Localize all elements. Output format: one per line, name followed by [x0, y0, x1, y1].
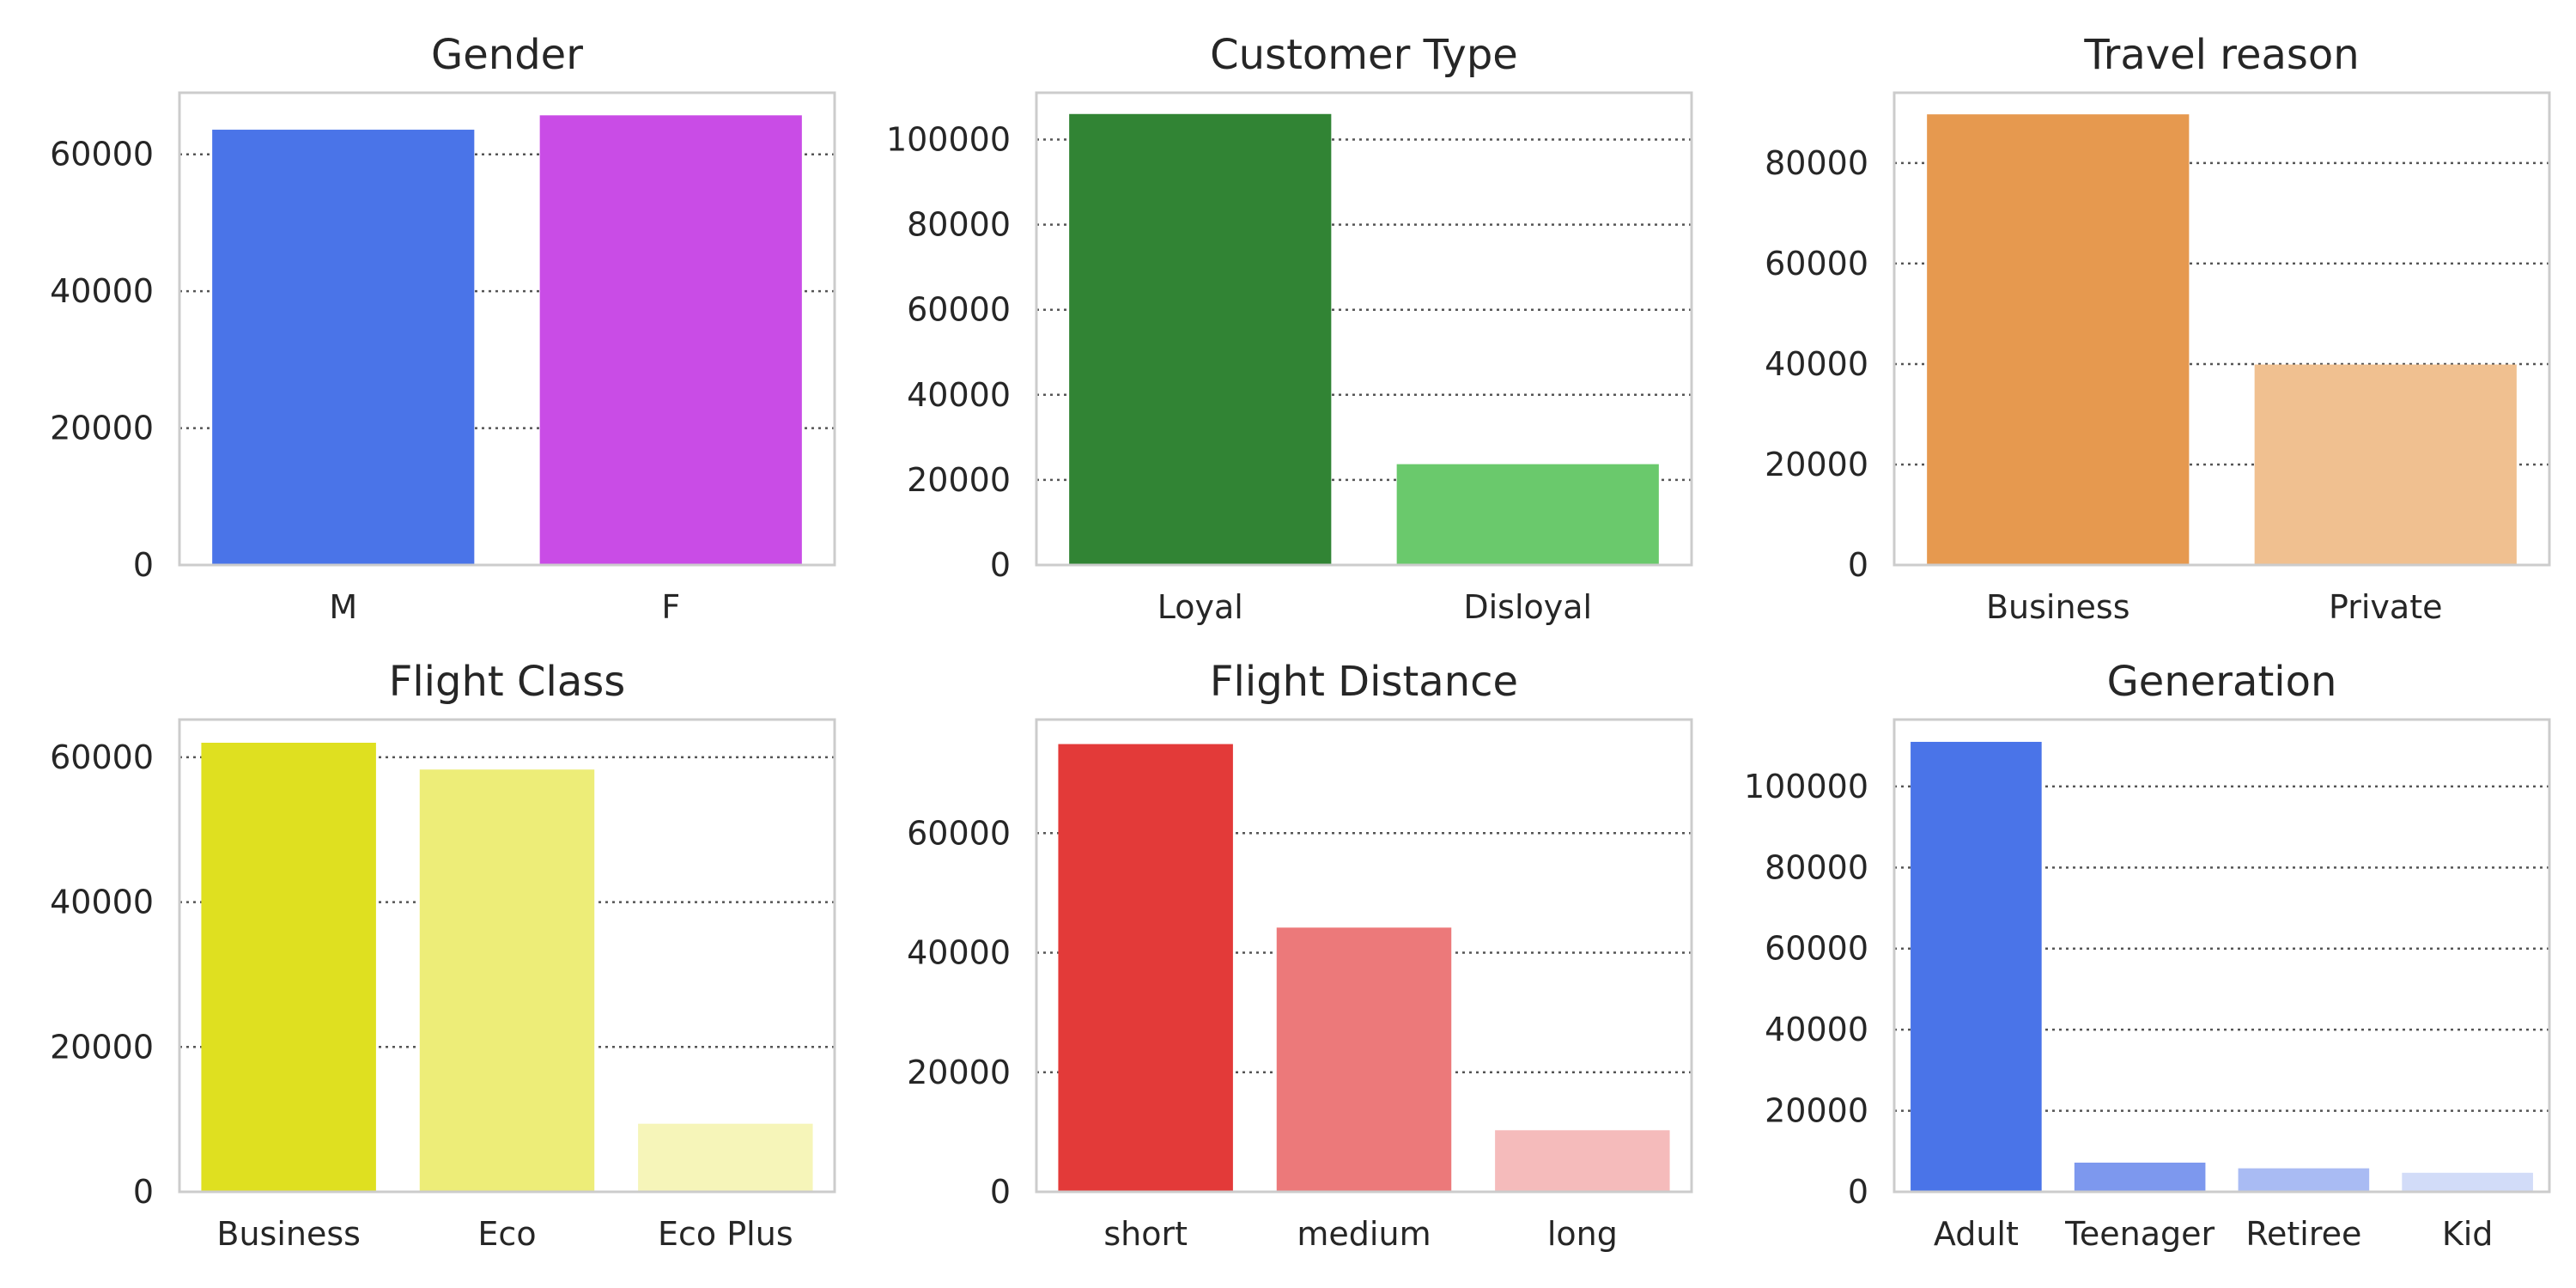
x-tick-label: short: [1103, 1215, 1188, 1253]
y-tick-label: 40000: [907, 934, 1011, 972]
y-tick-label: 40000: [50, 272, 154, 310]
y-tick-label: 0: [990, 546, 1011, 584]
chart-title: Generation: [2107, 658, 2337, 706]
axes-frame: [1035, 718, 1693, 1194]
y-tick-label: 60000: [907, 291, 1011, 329]
x-tick-label: Eco Plus: [658, 1215, 793, 1253]
y-tick-label: 20000: [50, 410, 154, 447]
bar-kid: [2402, 1172, 2533, 1192]
x-tick-label: Eco: [477, 1215, 536, 1253]
axes-frame: [1035, 91, 1693, 567]
bar-retiree: [2238, 1168, 2370, 1192]
y-tick-label: 80000: [1765, 144, 1868, 182]
y-tick-label: 0: [1848, 546, 1868, 584]
y-tick-label: 40000: [50, 884, 154, 921]
y-tick-label: 20000: [1765, 446, 1868, 483]
chart-panel-2: Customer Type 0 20000 40000 60000 80000 100000…: [886, 31, 1693, 626]
bar-business: [201, 742, 376, 1192]
y-tick-label: 60000: [50, 136, 154, 173]
y-tick-label: 20000: [907, 1054, 1011, 1091]
y-tick-label: 40000: [1765, 345, 1868, 383]
y-tick-label: 20000: [1765, 1092, 1868, 1130]
chart-title: Flight Class: [389, 658, 626, 706]
bar-private: [2254, 364, 2517, 565]
axes-frame: [1893, 91, 2551, 567]
bar-medium: [1276, 927, 1452, 1192]
y-tick-label: 60000: [50, 738, 154, 776]
bar-loyal: [1069, 113, 1332, 565]
x-tick-label: Loyal: [1157, 588, 1243, 626]
chart-title: Flight Distance: [1210, 658, 1518, 706]
y-tick-label: 60000: [1765, 245, 1868, 283]
chart-title: Customer Type: [1210, 31, 1518, 79]
chart-panel-6: Generation 0 20000 40000 60000 80000 100000 Adu…: [1744, 658, 2551, 1253]
bar-short: [1058, 744, 1233, 1192]
x-tick-label: Adult: [1934, 1215, 2019, 1253]
y-tick-label: 0: [133, 1173, 154, 1211]
x-tick-label: Business: [1986, 588, 2130, 626]
y-tick-label: 40000: [907, 376, 1011, 414]
chart-title: Travel reason: [2083, 31, 2359, 79]
y-tick-label: 80000: [1765, 848, 1868, 886]
bar-disloyal: [1396, 464, 1659, 565]
x-tick-label: Teenager: [2064, 1215, 2215, 1253]
y-tick-label: 60000: [907, 814, 1011, 852]
axes-frame: [178, 91, 836, 567]
y-tick-label: 40000: [1765, 1011, 1868, 1048]
x-tick-label: Private: [2329, 588, 2442, 626]
bar-eco: [419, 769, 595, 1192]
chart-panel-3: Travel reason 0 20000 40000 60000 80000 Busine…: [1765, 31, 2551, 626]
axes-frame: [1893, 718, 2551, 1194]
bar-f: [539, 115, 802, 566]
axes-frame: [178, 718, 836, 1194]
bar-long: [1495, 1130, 1670, 1192]
x-tick-label: Disloyal: [1463, 588, 1592, 626]
chart-panel-5: Flight Distance 0 20000 40000 60000 short medi…: [907, 658, 1693, 1253]
chart-title: Gender: [431, 31, 583, 79]
bar-eco-plus: [638, 1123, 813, 1192]
chart-panel-4: Flight Class 0 20000 40000 60000 Business Eco E…: [50, 658, 836, 1253]
y-tick-label: 100000: [1744, 768, 1868, 805]
y-tick-label: 0: [990, 1173, 1011, 1211]
x-tick-label: F: [661, 588, 680, 626]
y-tick-label: 20000: [50, 1028, 154, 1066]
bar-business: [1927, 114, 2190, 566]
x-tick-label: long: [1547, 1215, 1618, 1253]
y-tick-label: 80000: [907, 206, 1011, 244]
x-tick-label: Business: [216, 1215, 361, 1253]
bar-teenager: [2074, 1163, 2206, 1192]
x-tick-label: Kid: [2442, 1215, 2494, 1253]
x-tick-label: medium: [1297, 1215, 1431, 1253]
bar-m: [212, 130, 475, 566]
chart-panel-1: Gender 0 20000 40000 60000 M F: [50, 31, 836, 626]
y-tick-label: 60000: [1765, 930, 1868, 968]
y-tick-label: 0: [133, 546, 154, 584]
y-tick-label: 0: [1848, 1173, 1868, 1211]
bar-adult: [1911, 741, 2042, 1192]
y-tick-label: 20000: [907, 461, 1011, 499]
y-tick-label: 100000: [886, 121, 1011, 159]
x-tick-label: M: [329, 588, 357, 626]
x-tick-label: Retiree: [2245, 1215, 2361, 1253]
